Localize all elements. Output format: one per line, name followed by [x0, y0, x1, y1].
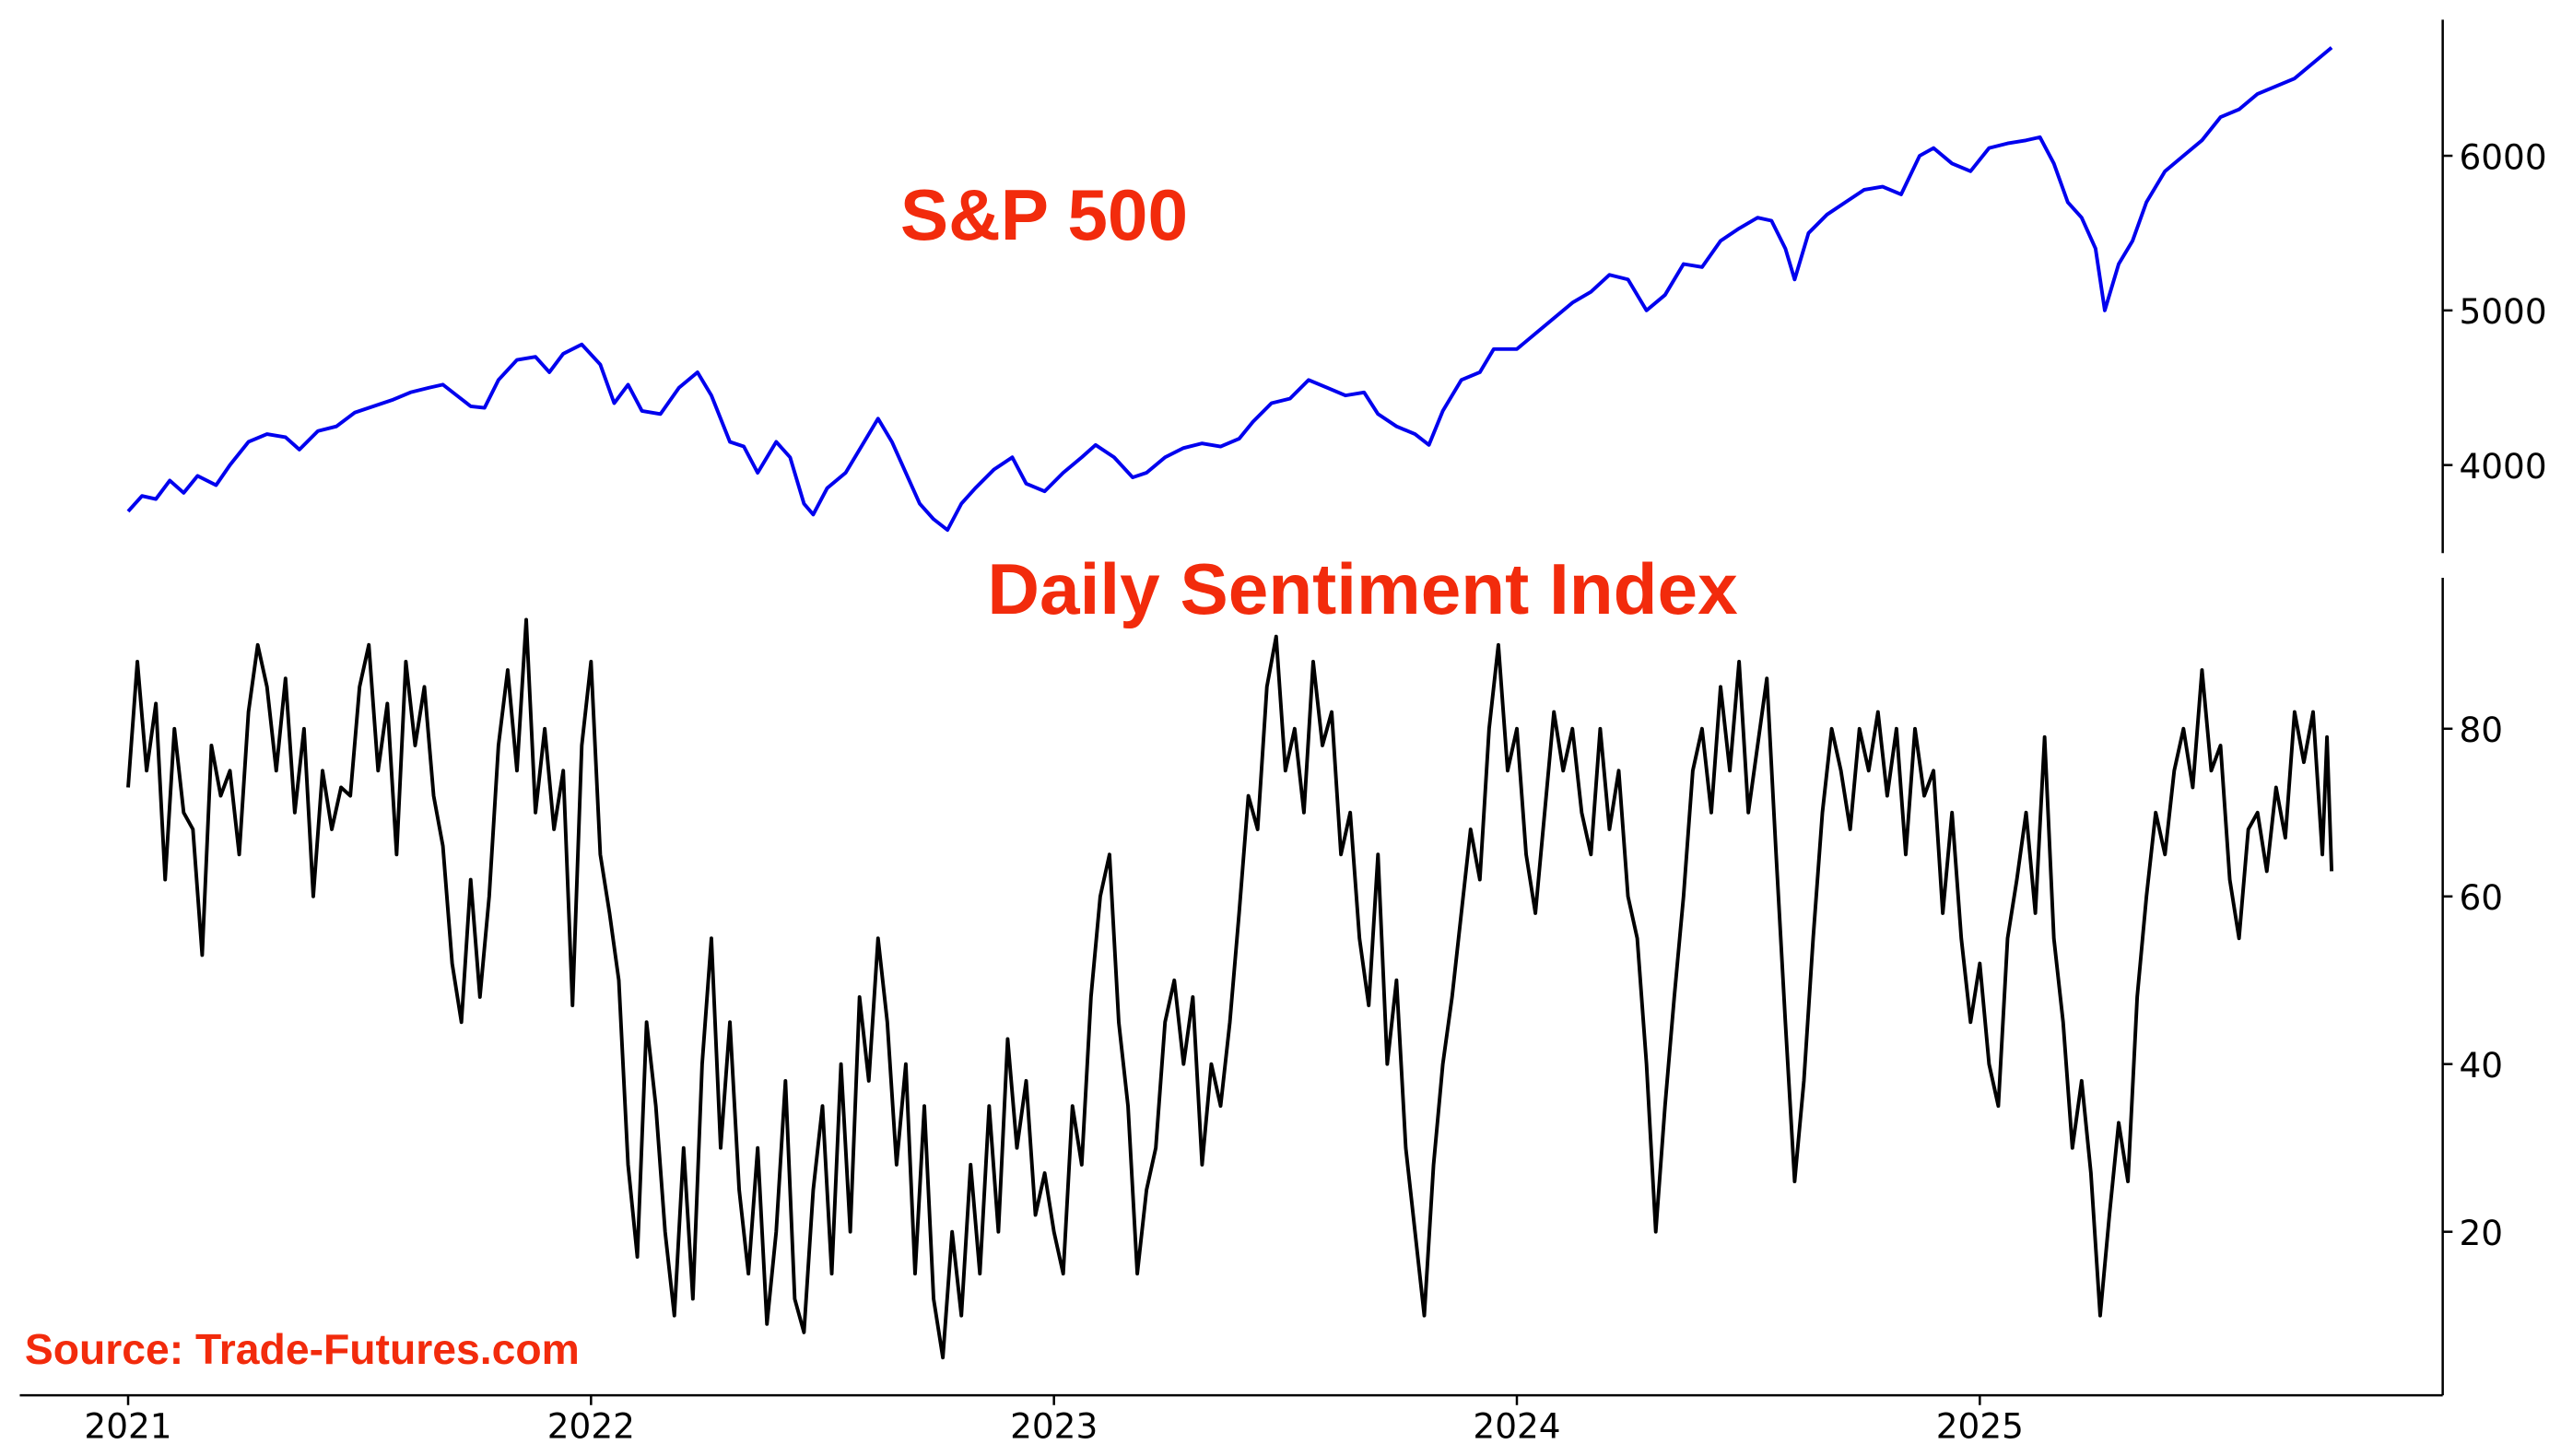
x-tick-label: 2023	[1010, 1405, 1098, 1446]
y-tick-label: 20	[2459, 1213, 2503, 1253]
y-tick-label: 80	[2459, 710, 2503, 750]
y-tick-label: 4000	[2459, 446, 2546, 487]
line-series	[126, 46, 2333, 533]
y-tick-label: 60	[2459, 877, 2503, 918]
y-tick-label: 6000	[2459, 136, 2546, 177]
y-tick-label: 5000	[2459, 291, 2546, 332]
y-tick-label: 40	[2459, 1045, 2503, 1086]
x-tick-label: 2025	[1936, 1405, 2024, 1446]
line-series	[126, 617, 2334, 1360]
x-tick-label: 2021	[84, 1405, 171, 1446]
x-tick-label: 2024	[1473, 1405, 1560, 1446]
source-note: Source: Trade-Futures.com	[25, 1325, 580, 1373]
chart-title: S&P 500	[900, 174, 1188, 255]
chart-title: Daily Sentiment Index	[987, 548, 1737, 629]
x-tick-label: 2022	[547, 1405, 635, 1446]
